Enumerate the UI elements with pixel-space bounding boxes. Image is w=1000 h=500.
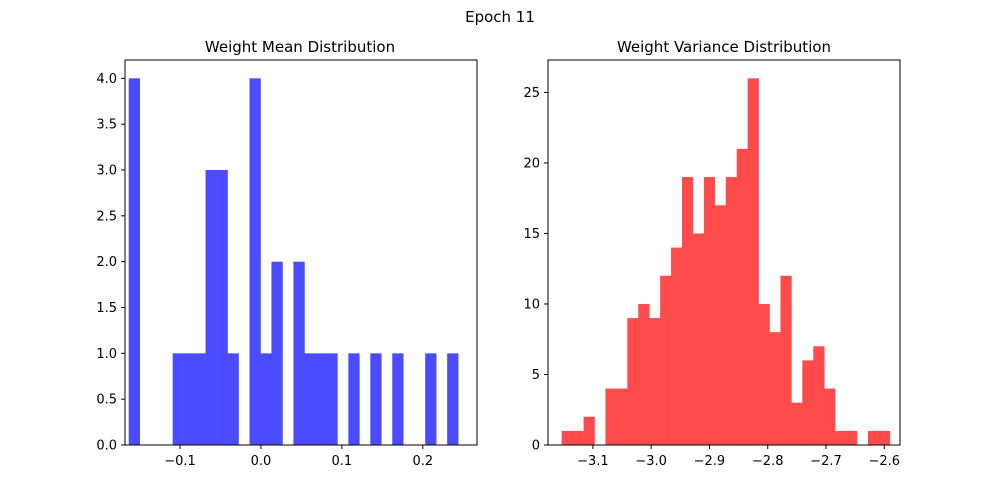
variance-bar-8 [649,318,661,445]
mean-chart-title: Weight Mean Distribution [205,38,395,56]
variance-bar-16 [736,148,748,445]
variance-bar-29 [878,430,891,445]
mean-xtick-label: 0.1 [332,454,353,469]
mean-bar-9 [227,353,239,445]
mean-xtick-label: −0.1 [164,454,196,469]
variance-bar-18 [758,303,770,445]
mean-y-axis: 0.0 0.5 1.0 1.5 2.0 2.5 3.0 3.5 4.0 [96,72,125,454]
variance-ytick-label: 5 [532,368,540,383]
variance-y-axis: 0 5 10 15 20 25 [523,86,548,454]
mean-ytick-label: 0.0 [96,439,117,454]
variance-ytick-label: 20 [523,156,540,171]
variance-distribution-chart: Weight Variance Distribution 0510152025 … [523,38,901,469]
mean-bar-24 [392,353,404,445]
mean-bar-4 [172,353,184,445]
mean-bar-16 [304,353,316,445]
mean-bar-5 [183,353,195,445]
variance-bar-19 [769,332,781,445]
variance-bar-23 [813,346,825,445]
variance-bar-24 [824,388,836,445]
variance-bar-20 [780,275,792,445]
mean-bars [128,78,459,445]
variance-ytick-label: 10 [523,297,540,312]
variance-bar-5 [616,388,628,445]
mean-bar-22 [370,353,382,445]
mean-bar-13 [271,261,283,445]
mean-bar-11 [249,78,261,445]
mean-distribution-chart: Weight Mean Distribution 0.0 0.5 1.0 1.5 2.0… [96,38,478,469]
variance-bar-9 [660,275,672,445]
mean-bar-12 [260,353,272,445]
mean-bar-29 [447,353,459,445]
variance-bar-0 [561,430,573,445]
mean-bar-15 [293,261,305,445]
variance-xtick-label: −3.1 [577,454,609,469]
mean-bar-6 [194,353,206,445]
variance-xtick-label: −2.9 [694,454,726,469]
mean-bar-20 [348,353,360,445]
variance-bar-14 [714,205,727,445]
variance-bar-7 [638,303,650,445]
mean-bar-17 [315,353,327,445]
variance-xtick-label: −2.6 [868,454,900,469]
variance-bar-10 [671,247,683,445]
variance-xtick-label: −2.7 [810,454,842,469]
mean-xtick-label: 0.0 [251,454,272,469]
mean-xtick-label: 0.2 [412,454,433,469]
mean-bar-7 [205,170,217,445]
variance-bar-13 [703,177,716,446]
variance-bar-17 [747,78,759,445]
variance-bar-15 [725,177,738,446]
variance-bar-28 [867,430,880,445]
variance-chart-title: Weight Variance Distribution [617,38,831,56]
mean-bar-27 [425,353,437,445]
mean-x-axis: −0.1 0.0 0.1 0.2 [164,445,433,469]
mean-ytick-label: 2.5 [96,209,117,224]
variance-bar-25 [835,430,847,445]
mean-ytick-label: 4.0 [96,72,117,87]
variance-bar-21 [791,402,803,445]
variance-plot-frame [547,59,901,446]
variance-bar-26 [846,430,858,445]
variance-bar-22 [802,360,814,445]
variance-bar-11 [682,177,694,446]
mean-ytick-label: 1.5 [96,301,117,316]
mean-ytick-label: 1.0 [96,347,117,362]
variance-xtick-label: −2.8 [752,454,784,469]
variance-ytick-label: 15 [523,227,540,242]
variance-bars [561,78,891,446]
variance-ytick-label: 0 [532,439,540,454]
mean-bar-8 [216,170,228,445]
mean-ytick-label: 0.5 [96,393,117,408]
figure-title: Epoch 11 [465,8,535,26]
mean-bar-0 [128,78,140,445]
mean-ytick-label: 2.0 [96,255,117,270]
variance-bar-4 [605,388,617,445]
variance-bar-6 [627,318,639,445]
mean-plot-frame [124,59,478,446]
variance-bar-2 [583,416,595,445]
variance-ytick-label: 25 [523,86,540,101]
mean-bar-18 [326,353,338,445]
variance-bar-1 [572,430,584,445]
mean-ytick-label: 3.5 [96,118,117,133]
variance-xtick-label: −3.0 [635,454,667,469]
variance-bar-12 [692,233,705,445]
mean-ytick-label: 3.0 [96,164,117,179]
variance-x-axis: −3.1 −3.0 −2.9 −2.8 −2.7 −2.6 [577,445,900,469]
